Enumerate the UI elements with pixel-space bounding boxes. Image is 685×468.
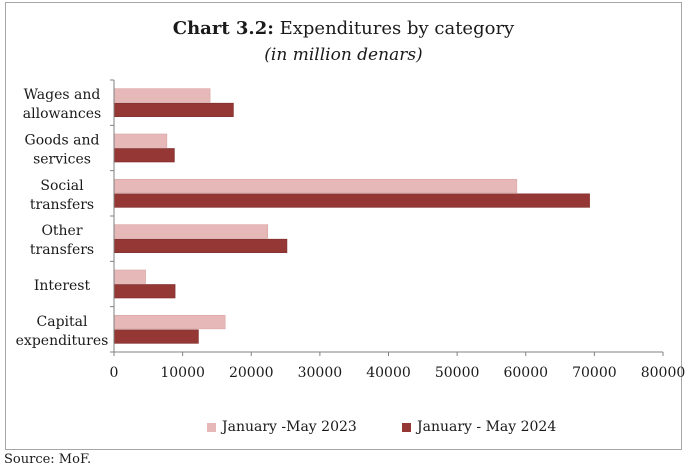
bar-other-transfers-2023: [113, 224, 269, 239]
source-note: Source: MoF.: [4, 452, 92, 467]
legend-label-2023: January -May 2023: [222, 419, 357, 435]
bar-capital-expenditures-2024: [113, 329, 199, 344]
chart-title-text: Expenditures by category: [273, 18, 515, 39]
x-tick-label: 20000: [229, 365, 274, 381]
category-label: transfers: [30, 197, 94, 213]
category-label: services: [33, 152, 91, 168]
x-tick-label: 10000: [160, 365, 205, 381]
bar-goods-and-services-2023: [113, 133, 168, 148]
category-label: Goods and: [25, 133, 100, 149]
legend-label-2024: January - May 2024: [417, 419, 557, 435]
x-tick-label: 70000: [572, 365, 617, 381]
x-tick-label: 30000: [298, 365, 343, 381]
bar-social-transfers-2024: [113, 193, 590, 208]
x-tick-label: 60000: [503, 365, 548, 381]
legend-swatch-2023: [207, 422, 216, 432]
bar-goods-and-services-2024: [113, 148, 175, 163]
category-label: Capital: [37, 314, 88, 330]
category-label: Wages and: [24, 87, 101, 103]
x-tick-label: 50000: [435, 365, 480, 381]
bar-capital-expenditures-2023: [113, 315, 226, 330]
legend: January -May 2023 January - May 2024: [5, 419, 682, 441]
chart-title: Chart 3.2: Expenditures by category: [5, 18, 682, 40]
bar-wages-and-allowances-2024: [113, 102, 234, 117]
chart-title-bold: Chart 3.2:: [172, 18, 274, 39]
legend-item-2023: January -May 2023: [207, 419, 357, 435]
category-label: Interest: [34, 278, 91, 294]
category-label: transfers: [30, 242, 94, 258]
bar-wages-and-allowances-2023: [113, 88, 211, 103]
legend-item-2024: January - May 2024: [402, 419, 556, 435]
bar-interest-2023: [113, 269, 146, 284]
bar-social-transfers-2023: [113, 179, 518, 194]
bar-interest-2024: [113, 284, 176, 299]
category-label: allowances: [23, 106, 101, 122]
legend-swatch-2024: [402, 422, 411, 432]
chart-subtitle: (in million denars): [264, 45, 423, 65]
bar-other-transfers-2024: [113, 238, 288, 253]
x-tick-label: 40000: [366, 365, 411, 381]
category-label: expenditures: [16, 333, 109, 349]
category-label: Other: [41, 223, 82, 239]
category-label: Social: [40, 178, 84, 194]
x-tick-label: 0: [110, 365, 119, 381]
x-tick-label: 80000: [641, 365, 685, 381]
